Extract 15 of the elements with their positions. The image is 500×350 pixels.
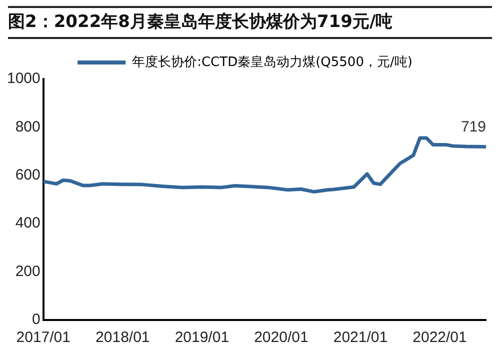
annotation: 719 bbox=[460, 118, 486, 136]
x-tick-label: 2022/01 bbox=[412, 329, 467, 346]
legend-label: 年度长协价:CCTD秦皇岛动力煤(Q5500，元/吨) bbox=[132, 54, 412, 70]
chart-title: 图2：2022年8月秦皇岛年度长协煤价为719元/吨 bbox=[8, 11, 394, 33]
y-tick-label: 0 bbox=[32, 311, 40, 328]
x-tick-label: 2021/01 bbox=[333, 329, 388, 346]
x-tick-label: 2019/01 bbox=[174, 329, 230, 346]
y-tick-label: 800 bbox=[15, 118, 40, 136]
y-tick-label: 200 bbox=[15, 262, 40, 280]
x-tick-label: 2018/01 bbox=[96, 329, 150, 346]
x-tick-label: 2017/01 bbox=[16, 329, 70, 346]
y-tick-label: 1000 bbox=[6, 70, 40, 88]
x-tick-label: 2020/01 bbox=[254, 329, 308, 346]
y-tick-label: 600 bbox=[15, 166, 40, 184]
y-tick-label: 400 bbox=[15, 214, 40, 232]
